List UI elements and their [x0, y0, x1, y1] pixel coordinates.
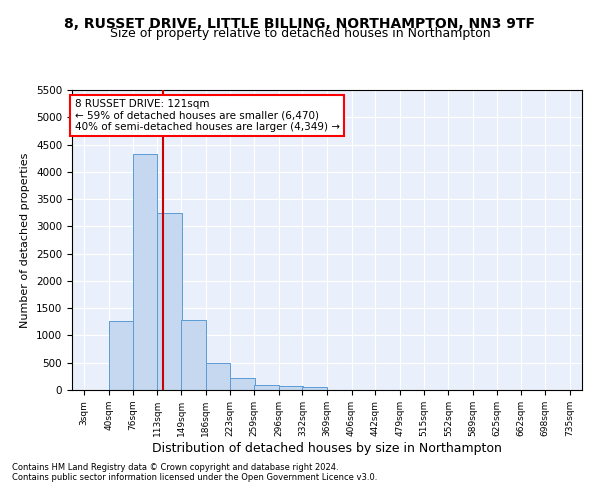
Text: 8, RUSSET DRIVE, LITTLE BILLING, NORTHAMPTON, NN3 9TF: 8, RUSSET DRIVE, LITTLE BILLING, NORTHAM… — [65, 18, 536, 32]
Bar — [278, 386, 303, 390]
Bar — [230, 378, 255, 390]
Text: Contains HM Land Registry data © Crown copyright and database right 2024.: Contains HM Land Registry data © Crown c… — [12, 464, 338, 472]
Bar — [302, 386, 327, 390]
Text: Contains public sector information licensed under the Open Government Licence v3: Contains public sector information licen… — [12, 474, 377, 482]
Bar — [157, 212, 182, 390]
Text: 8 RUSSET DRIVE: 121sqm
← 59% of detached houses are smaller (6,470)
40% of semi-: 8 RUSSET DRIVE: 121sqm ← 59% of detached… — [74, 99, 340, 132]
Bar — [133, 154, 157, 390]
Bar — [206, 364, 230, 390]
Y-axis label: Number of detached properties: Number of detached properties — [20, 152, 31, 328]
Bar — [181, 320, 206, 390]
Bar — [254, 385, 278, 390]
Bar — [109, 320, 133, 390]
Text: Size of property relative to detached houses in Northampton: Size of property relative to detached ho… — [110, 28, 490, 40]
X-axis label: Distribution of detached houses by size in Northampton: Distribution of detached houses by size … — [152, 442, 502, 454]
